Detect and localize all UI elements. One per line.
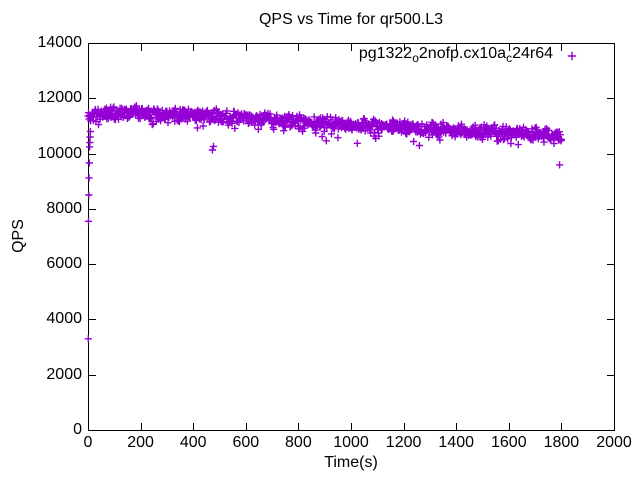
legend-marker-plus [567, 51, 577, 61]
legend-series-label: pg1322o2nofp.cx10ac24r64 [358, 45, 553, 66]
x-tick-label: 1800 [543, 434, 580, 451]
x-tick-label: 200 [127, 434, 154, 451]
legend-label-segment: pg1322 [358, 45, 413, 62]
plot-border [88, 43, 615, 431]
legend-label-subscript: o [412, 51, 419, 65]
x-tick-label: 600 [232, 434, 260, 451]
y-tick-label: 10000 [37, 144, 83, 162]
x-tick-label: 1200 [385, 434, 422, 451]
legend-label-subscript: c [506, 51, 513, 65]
y-tick-label: 14000 [37, 34, 83, 51]
scatter-points [84, 102, 565, 343]
legend-label-segment: 2nofp.cx10a [418, 45, 507, 62]
y-tick-label: 8000 [46, 199, 82, 217]
x-tick-label: 2000 [596, 434, 632, 451]
y-tick-label: 12000 [37, 89, 83, 107]
y-tick-label: 6000 [46, 255, 82, 273]
y-tick-label: 0 [73, 421, 82, 438]
x-tick-label: 0 [83, 434, 93, 451]
chart-title: QPS vs Time for qr500.L3 [258, 11, 444, 28]
axis-ticks [88, 43, 615, 431]
x-tick-label: 1400 [438, 434, 474, 451]
y-tick-label: 4000 [46, 310, 82, 328]
y-tick-label: 2000 [46, 365, 82, 383]
x-tick-label: 800 [285, 434, 312, 451]
legend: pg1322o2nofp.cx10ac24r64 [0, 46, 553, 66]
legend-label-segment: 24r64 [512, 45, 553, 62]
x-tick-label: 1000 [333, 434, 369, 451]
x-tick-label: 400 [179, 434, 207, 451]
x-axis-label: Time(s) [324, 454, 378, 471]
x-tick-label: 1600 [491, 434, 527, 451]
